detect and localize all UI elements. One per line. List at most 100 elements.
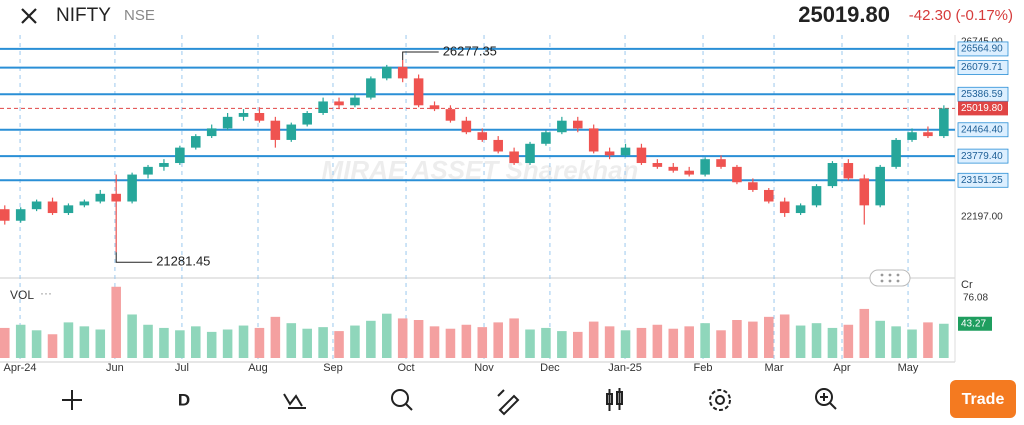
candle-body — [397, 66, 408, 79]
candle-body — [700, 159, 710, 175]
volume-bar — [302, 328, 312, 358]
price-change: -42.30 (-0.17%) — [909, 7, 1013, 24]
x-tick-label: Mar — [765, 362, 784, 374]
volume-bar — [875, 320, 885, 358]
candle-body — [254, 112, 265, 121]
annotation-label: 26277.35 — [443, 43, 497, 58]
volume-bar — [31, 330, 42, 358]
crosshair-tool[interactable] — [62, 390, 82, 410]
trade-button-label[interactable]: Trade — [962, 391, 1005, 408]
volume-bar — [15, 324, 26, 358]
x-tick-label: Jun — [106, 362, 124, 374]
level-label: 23779.40 — [961, 151, 1003, 162]
volume-bar — [811, 323, 822, 358]
candle-body — [382, 66, 392, 79]
interval-button[interactable]: D — [178, 390, 190, 409]
candle-body — [604, 151, 615, 156]
volume-bar — [111, 286, 121, 358]
level-label: 26079.71 — [961, 62, 1003, 73]
annotation-label: 21281.45 — [156, 254, 210, 269]
candle-body — [429, 105, 440, 110]
x-tick-label: Apr — [833, 362, 850, 374]
candle-body — [811, 186, 822, 206]
toolbar — [62, 388, 837, 416]
y2-tick-label: 76.08 — [963, 292, 988, 303]
candle-body — [47, 201, 58, 214]
candle-body — [748, 182, 758, 190]
close-icon[interactable] — [21, 8, 37, 24]
x-tick-label: Feb — [694, 362, 713, 374]
volume-bar — [652, 324, 663, 358]
x-tick-label: Sep — [323, 362, 343, 374]
price: 25019.80 — [798, 2, 890, 27]
candle-body — [525, 143, 535, 164]
volume-bar — [191, 326, 201, 358]
candle-body — [573, 120, 583, 129]
volume-bar — [923, 322, 933, 358]
candle-body — [541, 132, 551, 144]
volume-bar — [79, 326, 90, 358]
volume-bar — [541, 327, 551, 358]
x-tick-label: Jan-25 — [608, 362, 642, 374]
candle-body — [95, 193, 106, 202]
x-tick-label: Oct — [397, 362, 414, 374]
candle-body — [222, 116, 233, 129]
last-price-label: 25019.80 — [961, 103, 1003, 114]
last-volume-box — [958, 316, 992, 331]
trade-button[interactable] — [950, 380, 1016, 418]
volume-menu[interactable]: ··· — [40, 286, 52, 300]
volume-bar — [604, 326, 615, 358]
volume-bar — [764, 316, 774, 358]
chart-type-tool[interactable] — [606, 388, 623, 411]
volume-bar — [159, 327, 169, 358]
candle-body — [652, 163, 663, 167]
volume-bar — [795, 325, 806, 358]
volume-bar — [461, 324, 472, 358]
volume-bar — [557, 331, 567, 358]
candle-body — [350, 97, 360, 106]
volume-bar — [891, 326, 901, 358]
indicator-tool[interactable] — [283, 393, 306, 409]
volume-bar — [127, 314, 137, 358]
candle-body — [175, 147, 185, 164]
search-tool[interactable] — [391, 389, 413, 411]
settings-tool[interactable] — [709, 389, 731, 411]
x-tick-label: Dec — [540, 362, 560, 374]
volume-bar — [477, 327, 488, 358]
volume-bar — [47, 334, 58, 358]
handle-dots — [880, 273, 900, 283]
volume-bar — [429, 326, 440, 358]
candle-body — [668, 166, 679, 171]
candle-body — [795, 205, 806, 214]
volume-bar — [493, 322, 503, 358]
candle-body — [875, 166, 885, 206]
volume-bar — [238, 325, 249, 358]
level-label-box — [957, 122, 1009, 138]
candle-body — [191, 136, 201, 148]
candle-body — [0, 209, 10, 221]
volume-bar — [588, 321, 599, 358]
candle-body — [413, 78, 424, 106]
drawing-tool[interactable] — [497, 389, 520, 416]
candle-body — [764, 189, 774, 202]
volume-bar — [254, 327, 265, 358]
candle-body — [827, 163, 838, 187]
candle-body — [445, 109, 456, 121]
volume-bar — [0, 327, 10, 358]
y2-axis-label: Cr — [961, 279, 973, 291]
level-label: 23151.25 — [961, 175, 1003, 186]
volume-bar — [636, 327, 647, 358]
candle-body — [779, 201, 790, 214]
pane-resize-handle[interactable] — [869, 269, 911, 287]
annotation-leader — [115, 252, 153, 263]
candle-body — [79, 201, 90, 206]
candle-body — [206, 128, 217, 137]
candle-body — [302, 112, 312, 125]
candle-body — [286, 124, 297, 140]
x-tick-label: Nov — [474, 362, 494, 374]
zoom-tool[interactable] — [815, 388, 837, 410]
volume-bar — [382, 313, 392, 358]
level-label: 26564.90 — [961, 44, 1003, 55]
candle-body — [31, 201, 42, 210]
volume-bar — [350, 325, 360, 358]
